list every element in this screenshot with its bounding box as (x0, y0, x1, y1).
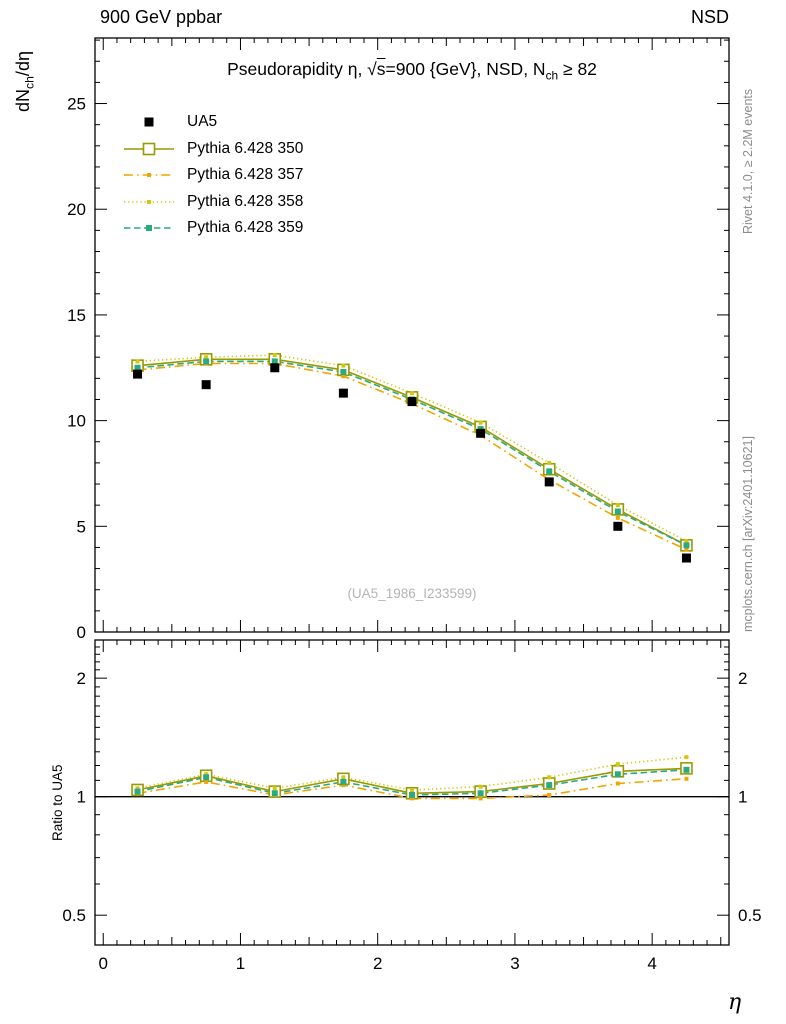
plot-title: Pseudorapidity η, √s=900 {GeV}, NSD, Nch… (95, 59, 729, 83)
legend-item-p357: Pythia 6.428 357 (122, 162, 303, 189)
sqrt-s: s (376, 59, 386, 79)
x-tick-label: 4 (647, 954, 656, 973)
y-axis-label-ratio: Ratio to UA5 (50, 764, 65, 841)
series-p350-line (137, 358, 687, 547)
legend-marker-p359 (124, 225, 174, 232)
ylabel-main-text2: /dη (13, 51, 33, 77)
ratio-y-tick-label: 1 (77, 788, 86, 807)
legend-label-p358: Pythia 6.428 358 (187, 192, 304, 210)
series-ua5-markers (133, 363, 691, 563)
legend-label-p357: Pythia 6.428 357 (187, 166, 304, 184)
event-class-label: NSD (690, 7, 729, 27)
x-ticks (102, 38, 722, 945)
ratio-y-tick-label: 2 (77, 669, 86, 688)
main-panel-frame (94, 37, 730, 633)
legend-item-p358: Pythia 6.428 358 (122, 189, 303, 216)
main-y-ticks (95, 39, 729, 633)
main-y-tick-label: 15 (67, 306, 86, 325)
title-cut: ≥ 82 (558, 59, 597, 79)
ylabel-main-sub: ch (22, 76, 37, 89)
ratio-p359-line (137, 769, 687, 796)
series-p359-markers (134, 358, 690, 549)
x-tick-label: 1 (236, 954, 245, 973)
rivet-version-label: Rivet 4.1.0, ≥ 2.2M events (741, 88, 755, 234)
legend-item-ua5: UA5 (122, 109, 303, 136)
beam-energy-label: 900 GeV ppbar (100, 7, 223, 27)
tick-labels: 0 1 2 3 4 0 5 10 15 20 25 0.5 0.5 1 1 2 2 (62, 95, 761, 973)
x-axis-label: η (728, 990, 742, 1015)
legend-marker-p357 (124, 173, 174, 178)
legend-item-p350: Pythia 6.428 350 (122, 136, 303, 163)
main-y-tick-label: 0 (77, 623, 86, 642)
ratio-panel-frame (94, 639, 730, 946)
analysis-id-watermark: (UA5_1986_I233599) (347, 586, 477, 601)
ratio-y-tick-label-right: 1 (738, 788, 747, 807)
main-y-tick-label: 25 (67, 95, 86, 114)
title-text: Pseudorapidity η, (227, 59, 368, 79)
title-subscript: ch (545, 68, 559, 83)
series-p357-markers (135, 361, 689, 552)
ylabel-main-text: dN (13, 88, 33, 112)
x-tick-label: 0 (98, 954, 107, 973)
ratio-p359-markers (134, 766, 690, 798)
legend-label-p350: Pythia 6.428 350 (187, 139, 304, 157)
series-p358-markers (135, 353, 689, 544)
x-tick-label: 2 (373, 954, 382, 973)
series-p359-line (137, 360, 687, 547)
ratio-y-tick-label-right: 2 (738, 669, 747, 688)
main-y-tick-label: 10 (67, 412, 86, 431)
legend: UA5 Pythia 6.428 350 Pythia 6.428 357 Pythi… (122, 109, 303, 242)
legend-label-ua5: UA5 (187, 113, 218, 131)
sqrt-symbol: √ (367, 59, 377, 79)
y-axis-label-main: dNch/dη (13, 51, 37, 112)
series-p358-line (137, 354, 687, 542)
main-y-tick-label: 5 (77, 517, 86, 536)
ratio-y-tick-label: 0.5 (62, 906, 86, 925)
main-y-tick-label: 20 (67, 200, 86, 219)
legend-label-p359: Pythia 6.428 359 (187, 219, 304, 237)
ratio-y-tick-label-right: 0.5 (738, 906, 762, 925)
legend-marker-ua5 (144, 117, 154, 127)
legend-item-p359: Pythia 6.428 359 (122, 215, 303, 242)
legend-marker-p358 (124, 199, 174, 204)
x-tick-label: 3 (510, 954, 519, 973)
title-energy: =900 {GeV}, NSD, N (385, 59, 546, 79)
ratio-p358-markers (135, 755, 689, 792)
mcplots-credit-label: mcplots.cern.ch [arXiv:2401.10621] (741, 436, 755, 632)
legend-marker-p350 (124, 142, 174, 156)
series-p350-markers (131, 353, 693, 552)
